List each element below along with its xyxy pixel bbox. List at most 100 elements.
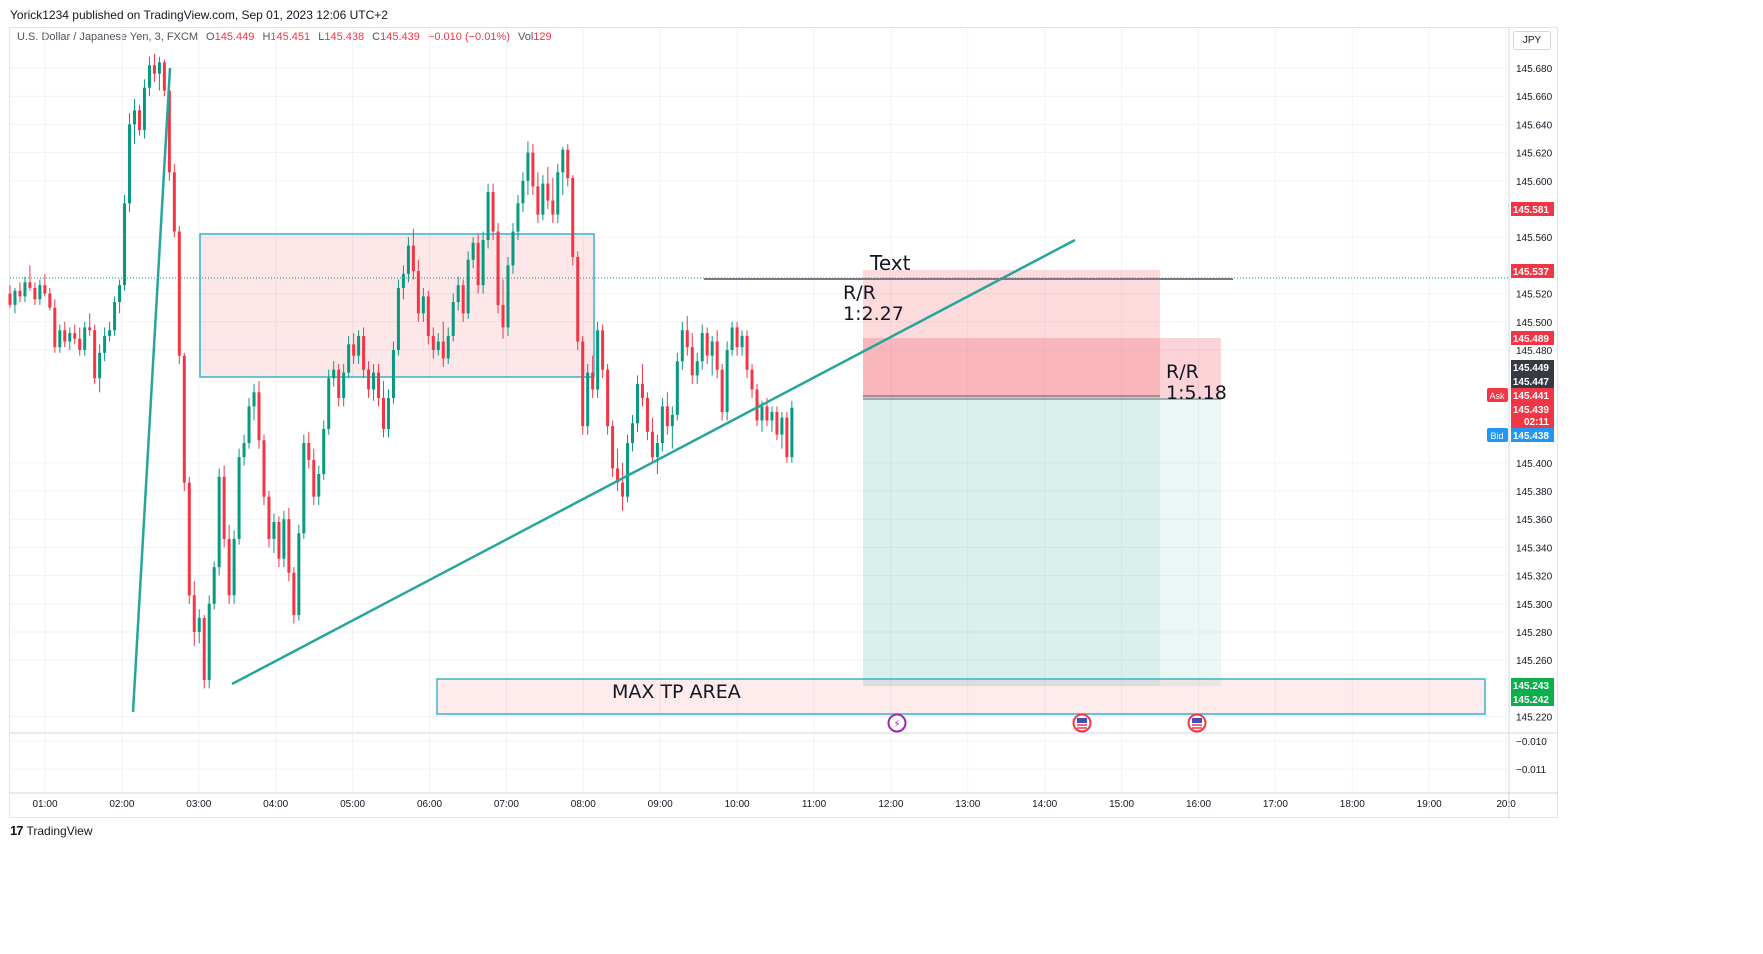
candle-body: [252, 392, 256, 407]
candle-body: [247, 406, 251, 444]
candle-body: [670, 414, 674, 427]
candle-body: [182, 355, 186, 483]
candle-body: [531, 152, 535, 187]
candle-body: [466, 259, 470, 314]
x-tick-label: 11:00: [802, 799, 827, 810]
footer-brand[interactable]: 17 TradingView: [10, 823, 93, 838]
price-badge-bg: [1511, 678, 1554, 692]
y-tick-label: 145.300: [1516, 600, 1553, 611]
y-tick-label: 145.500: [1516, 318, 1553, 329]
candle-body: [660, 406, 664, 444]
candle-body: [232, 538, 236, 596]
currency-button[interactable]: JPY: [1513, 31, 1551, 50]
candle-body: [725, 350, 729, 413]
candle-body: [441, 341, 445, 359]
price-badges: 145.581145.537145.489145.449145.447145.4…: [1487, 202, 1554, 706]
candle-body: [451, 302, 455, 336]
candle-body: [511, 231, 515, 266]
price-badge-value: 145.439: [1513, 405, 1550, 416]
candle-body: [337, 369, 341, 398]
x-tick-label: 07:00: [494, 799, 519, 810]
chart-frame: [9, 27, 1558, 818]
candle-body: [775, 412, 779, 435]
tradingview-logo-icon: 17: [10, 823, 24, 838]
candle-body: [735, 327, 739, 348]
candle-body: [142, 87, 146, 131]
symbol-legend: U.S. Dollar / Japanese Yen, 3, FXCM O145…: [17, 31, 552, 43]
candle-body: [38, 285, 42, 300]
candle-body: [277, 522, 281, 559]
x-tick-label: 02:00: [109, 799, 134, 810]
price-badge-bg: [1511, 414, 1554, 428]
candle-body: [645, 397, 649, 432]
candle-body: [133, 110, 136, 125]
candle-body: [576, 256, 580, 342]
candle-body: [282, 519, 286, 559]
y-tick-label: 145.280: [1516, 628, 1553, 639]
candle-body: [790, 407, 794, 458]
candle-body: [197, 617, 201, 632]
candle-body: [770, 412, 774, 421]
candle-body: [332, 369, 336, 379]
x-tick-label: 05:00: [340, 799, 365, 810]
x-tick-label: 20:0: [1496, 799, 1516, 810]
candle-body: [596, 330, 600, 390]
candle-body: [461, 285, 465, 314]
candle-body: [58, 330, 62, 348]
candle-body: [456, 285, 460, 303]
candle-body: [48, 293, 52, 308]
candle-body: [426, 296, 430, 336]
candle-body: [118, 285, 122, 303]
candle-body: [322, 428, 326, 475]
candle-body: [257, 392, 261, 441]
flag-canton: [1192, 718, 1202, 723]
candle-body: [765, 406, 769, 421]
candle-body: [635, 383, 639, 424]
x-tick-label: 18:00: [1340, 799, 1365, 810]
candle-body: [382, 397, 385, 429]
trend-line-steep: [131, 67, 172, 713]
y-tick-label: 145.220: [1516, 713, 1553, 724]
candle-body: [272, 522, 276, 539]
candle-body: [546, 183, 550, 201]
max-tp-area-rect: [436, 678, 1486, 715]
candle-body: [396, 287, 400, 350]
x-tick-label: 08:00: [571, 799, 596, 810]
price-badge-bg: [1511, 692, 1554, 706]
y-tick-label: 145.600: [1516, 177, 1553, 188]
candle-body: [342, 372, 346, 398]
candle-body: [401, 273, 405, 288]
trend-line-rising: [231, 238, 1076, 686]
candle-body: [626, 443, 630, 497]
rr-label-1-line2: 1:2.27: [843, 303, 904, 325]
candle-body: [675, 361, 679, 415]
candle-body: [720, 369, 724, 413]
low-value: 145.438: [324, 31, 365, 43]
candle-body: [297, 533, 301, 616]
y-tick-label: 145.360: [1516, 515, 1553, 526]
candle-body: [665, 406, 669, 427]
candle-body: [43, 285, 47, 294]
candle-body: [710, 341, 714, 356]
candle-body: [347, 344, 351, 373]
target-zone-1: [863, 398, 1160, 686]
candle-body: [386, 397, 390, 429]
candle-body: [123, 203, 127, 286]
candle-body: [53, 307, 57, 348]
price-badge-value: 145.447: [1513, 377, 1550, 388]
close-label: C: [372, 31, 381, 43]
x-tick-label: 03:00: [186, 799, 211, 810]
price-badge-value: 145.581: [1513, 205, 1550, 216]
candle-body: [237, 457, 241, 539]
footer-brand-name: TradingView: [26, 823, 93, 838]
x-tick-label: 13:00: [955, 799, 980, 810]
symbol-name[interactable]: U.S. Dollar / Japanese Yen, 3, FXCM: [17, 31, 198, 43]
candle-body: [162, 62, 166, 91]
x-tick-label: 15:00: [1109, 799, 1134, 810]
candle-body: [357, 335, 361, 356]
candle-body: [650, 431, 654, 458]
price-badge: 02:11: [1511, 414, 1554, 428]
candle-body: [377, 372, 381, 398]
